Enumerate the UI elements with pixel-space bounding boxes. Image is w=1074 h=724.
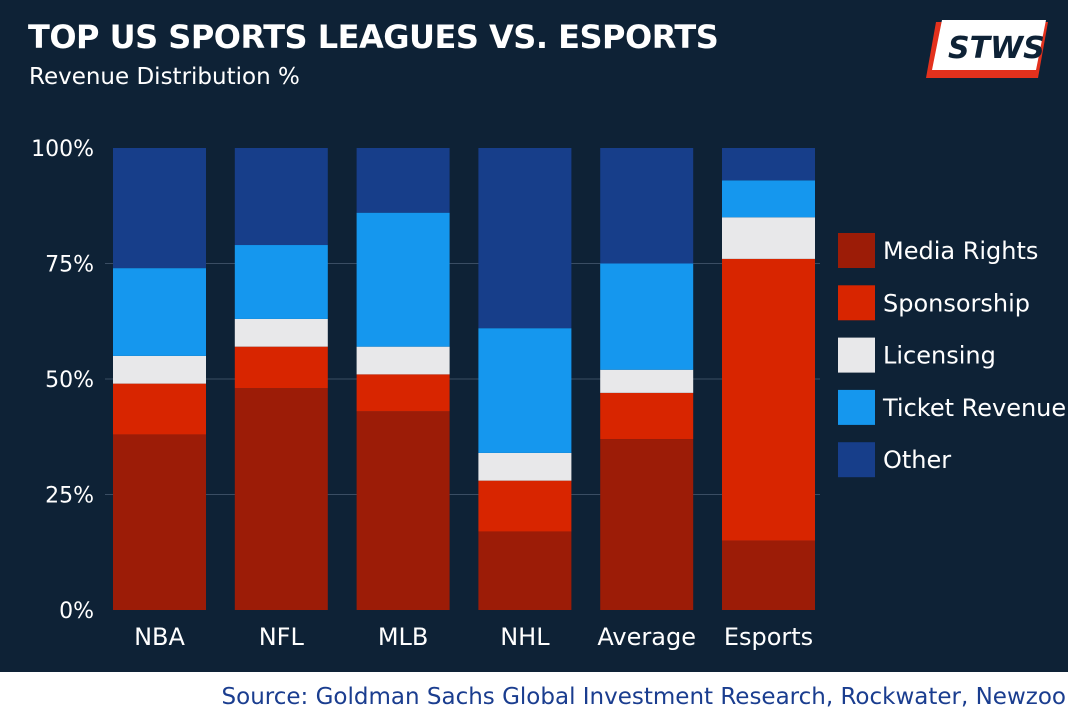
bar-segment-media-rights	[356, 411, 450, 610]
bar-segment-licensing	[113, 355, 206, 384]
chart-subtitle: Revenue Distribution %	[29, 64, 300, 90]
legend-swatch	[838, 337, 875, 373]
bar-segment-media-rights	[722, 540, 815, 610]
x-category-label: NBA	[134, 623, 185, 651]
legend-label: Media Rights	[883, 237, 1038, 265]
stacked-bar-chart: 0% 25% 50% 75% 100% NBA NFL MLB NHL Average Espor…	[31, 137, 1066, 651]
bar-segment-licensing	[478, 452, 572, 481]
bar-segment-sponsorship	[234, 346, 328, 389]
logo-text: STWS	[948, 31, 1045, 66]
bar-segment-sponsorship	[722, 258, 815, 541]
legend-swatch	[838, 285, 875, 321]
bar-segment-other	[234, 148, 328, 246]
bar-segment-ticket-revenue	[478, 328, 572, 453]
bar-segment-ticket-revenue	[234, 245, 328, 319]
bar-segment-other	[600, 148, 694, 264]
source-note: Source: Goldman Sachs Global Investment …	[221, 684, 1066, 710]
legend-swatch	[838, 233, 875, 268]
legend: Media Rights Sponsorship Licensing Ticket R…	[838, 233, 1066, 478]
legend-swatch	[838, 442, 875, 478]
legend-label: Sponsorship	[883, 289, 1030, 317]
chart-panel: TOP US SPORTS LEAGUES VS. ESPORTS Revenu…	[0, 0, 1068, 672]
y-tick-label: 25%	[45, 484, 94, 509]
bar-segment-ticket-revenue	[600, 263, 694, 370]
bar-segment-other	[356, 148, 450, 213]
legend-swatch	[838, 389, 875, 425]
bar-segment-sponsorship	[113, 383, 206, 435]
bar-segment-media-rights	[113, 434, 206, 610]
bar-segment-ticket-revenue	[722, 180, 815, 218]
bar-segment-sponsorship	[478, 480, 572, 532]
bar-segment-ticket-revenue	[356, 212, 450, 347]
bar-segment-media-rights	[234, 388, 328, 610]
bar-segment-other	[478, 148, 572, 329]
y-tick-label: 0%	[59, 599, 94, 624]
bar-segment-media-rights	[600, 439, 694, 610]
legend-label: Other	[883, 446, 951, 474]
bar-segment-licensing	[600, 369, 694, 393]
gridlines	[105, 263, 820, 495]
bar-segment-sponsorship	[356, 374, 450, 412]
bar-segment-licensing	[356, 346, 450, 375]
bar-segment-sponsorship	[600, 392, 694, 440]
bar-segment-other	[113, 148, 206, 269]
x-category-label: MLB	[378, 623, 429, 651]
x-category-label: Average	[597, 623, 696, 651]
legend-label: Ticket Revenue	[882, 394, 1066, 422]
bar-segment-ticket-revenue	[113, 268, 206, 356]
bar-segment-media-rights	[478, 531, 572, 610]
x-axis-categories: NBA NFL MLB NHL Average Esports	[134, 623, 813, 651]
legend-label: Licensing	[883, 342, 996, 370]
bars	[113, 148, 815, 610]
x-category-label: NFL	[259, 623, 305, 651]
chart-title: TOP US SPORTS LEAGUES VS. ESPORTS	[28, 18, 719, 56]
bar-segment-licensing	[234, 318, 328, 347]
y-tick-label: 50%	[45, 368, 94, 393]
bar-segment-other	[722, 148, 815, 181]
bar-segment-licensing	[722, 217, 815, 259]
x-category-label: NHL	[500, 623, 550, 651]
y-tick-label: 75%	[45, 253, 94, 278]
x-category-label: Esports	[724, 623, 813, 651]
stws-logo: STWS	[926, 20, 1048, 78]
y-tick-label: 100%	[31, 137, 94, 162]
y-axis-ticks: 0% 25% 50% 75% 100%	[31, 137, 94, 624]
